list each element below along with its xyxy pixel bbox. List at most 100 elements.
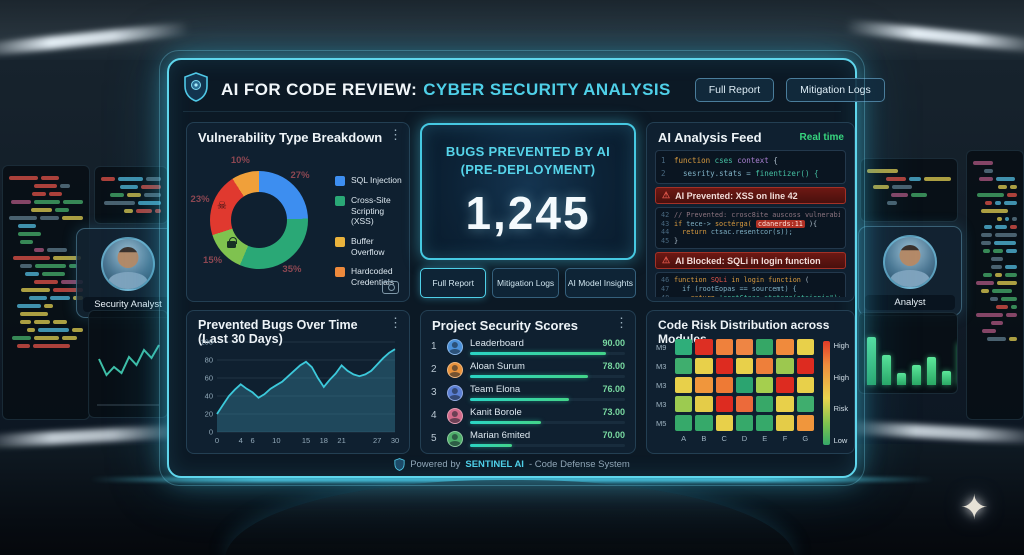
skull-icon: ☠ bbox=[217, 200, 227, 212]
svg-text:6: 6 bbox=[251, 436, 255, 445]
donut-hole bbox=[231, 192, 287, 248]
analyst-label: Security Analyst bbox=[83, 297, 173, 312]
analyst-card: Analyst bbox=[858, 226, 962, 316]
svg-text:27: 27 bbox=[373, 436, 381, 445]
heatmap-cell bbox=[695, 377, 713, 393]
background-code-screen bbox=[860, 158, 958, 222]
score-row: 5 Marian 6mited 70.00 bbox=[431, 430, 625, 447]
card-title: Vulnerability Type Breakdown bbox=[198, 130, 383, 145]
svg-text:10: 10 bbox=[272, 436, 280, 445]
heatmap-cell bbox=[776, 415, 794, 431]
heatmap-cell bbox=[715, 396, 733, 412]
legend-item: SQL Injection bbox=[335, 175, 409, 186]
code-risk-heatmap-card: Code Risk Distribution across Modules M9… bbox=[646, 310, 855, 454]
bugs-prevented-count: 1,245 bbox=[465, 187, 591, 240]
ai-analysis-feed-card: AI Analysis Feed Real time 1 function cse… bbox=[646, 122, 855, 302]
donut-legend: SQL Injection Cross-Site Scripting (XSS) B… bbox=[335, 175, 409, 296]
legend-swatch bbox=[335, 267, 345, 278]
heatmap-cell bbox=[796, 358, 814, 374]
panel-reflection-glow bbox=[90, 477, 934, 482]
panel-footer: Powered by SENTINEL AI - Code Defense Sy… bbox=[169, 458, 855, 471]
legend-item: Buffer Overflow bbox=[335, 236, 409, 257]
card-title: Prevented Bugs Over Time (Last 30 Days) bbox=[198, 318, 358, 346]
card-title: Project Security Scores bbox=[432, 318, 578, 333]
heatmap-cell bbox=[675, 377, 693, 393]
heatmap-cell bbox=[776, 339, 794, 355]
snapshot-camera-icon[interactable] bbox=[382, 281, 399, 294]
menu-dots-icon[interactable]: ⋮ bbox=[389, 315, 402, 330]
background-code-screen bbox=[966, 150, 1024, 420]
heatmap-cell bbox=[756, 377, 774, 393]
ai-model-insights-button[interactable]: AI Model Insights bbox=[564, 268, 637, 298]
heatmap-legend: High High Risk Low bbox=[822, 341, 849, 445]
svg-text:100: 100 bbox=[200, 338, 213, 347]
mitigation-logs-button[interactable]: Mitigation Logs bbox=[786, 77, 885, 102]
legend-swatch bbox=[335, 176, 345, 186]
heatmap-cell bbox=[735, 396, 754, 412]
donut-percent-label: 23% bbox=[190, 193, 210, 205]
svg-text:0: 0 bbox=[209, 428, 213, 437]
ai-alert: ⚠ AI Blocked: SQLi in login function bbox=[655, 252, 846, 270]
code-snippet: 46 function SQLi in login function (47 if… bbox=[655, 272, 846, 297]
svg-text:0: 0 bbox=[215, 436, 219, 445]
shield-footer-icon bbox=[394, 458, 405, 471]
heatmap-cell bbox=[796, 396, 814, 412]
heatmap-cell bbox=[695, 396, 713, 412]
prevented-bugs-trend-card: Prevented Bugs Over Time (Last 30 Days) … bbox=[186, 310, 410, 454]
trend-chart: 0 20 40 60 80 100 0 4 6 10 15 18 21 27 30 bbox=[195, 337, 401, 453]
footer-suffix: - Code Defense System bbox=[528, 459, 630, 470]
background-mini-chart bbox=[88, 310, 168, 418]
code-snippet: 42// Prevented: crosc8ite auscoss vulner… bbox=[655, 207, 846, 250]
heatmap-cell bbox=[756, 415, 774, 431]
bugs-prevented-actions: Full Report Mitigation Logs AI Model Ins… bbox=[420, 268, 637, 298]
bugs-prevented-title: BUGS PREVENTED BY AI (PRE-DEPLOYMENT) bbox=[445, 143, 611, 177]
heatmap-cell bbox=[695, 358, 713, 374]
analyst-avatar bbox=[101, 237, 155, 291]
warning-icon: ⚠ bbox=[662, 190, 671, 200]
full-report-button[interactable]: Full Report bbox=[420, 268, 487, 298]
svg-text:20: 20 bbox=[205, 410, 213, 419]
sparkle-icon: ✦ bbox=[960, 489, 989, 527]
warning-icon: ⚠ bbox=[662, 255, 671, 266]
heatmap-cell bbox=[776, 377, 794, 393]
menu-dots-icon[interactable]: ⋮ bbox=[615, 315, 628, 330]
heatmap-cell bbox=[715, 415, 733, 431]
heatmap-cell bbox=[735, 358, 754, 374]
background-code-screen bbox=[2, 165, 90, 420]
menu-dots-icon[interactable]: ⋮ bbox=[389, 127, 402, 142]
svg-text:21: 21 bbox=[337, 436, 345, 445]
heatmap-cell bbox=[756, 396, 774, 412]
brand-name: SENTINEL AI bbox=[465, 459, 524, 470]
avatar bbox=[447, 338, 463, 355]
legend-item: Cross-Site Scripting (XSS) bbox=[335, 195, 409, 227]
ai-alert: ⚠ AI Prevented: XSS on line 42 bbox=[655, 187, 846, 204]
code-snippet: 1 function cses context {2 sesrity.stats … bbox=[655, 150, 846, 184]
project-security-scores-card: Project Security Scores ⋮ 1 Leaderboard 90… bbox=[420, 310, 636, 454]
heatmap-cell bbox=[675, 339, 693, 355]
shield-logo-icon bbox=[183, 72, 209, 107]
heatmap-grid: M9 M3 M3 M3 M5 A B C D E F G bbox=[656, 339, 814, 443]
svg-text:60: 60 bbox=[205, 374, 213, 383]
card-title: AI Analysis Feed bbox=[658, 130, 762, 145]
panel-header: AI FOR CODE REVIEW: CYBER SECURITY ANALYS… bbox=[183, 68, 885, 112]
donut-percent-label: 15% bbox=[203, 255, 223, 267]
heatmap-cell bbox=[796, 339, 814, 355]
score-rows: 1 Leaderboard 90.00 2 Aloan Surum 78.00 3 Team … bbox=[431, 338, 625, 447]
heatmap-cell bbox=[675, 396, 693, 412]
dashboard-panel: AI FOR CODE REVIEW: CYBER SECURITY ANALYS… bbox=[159, 50, 885, 486]
legend-swatch bbox=[335, 196, 345, 206]
heatmap-cell bbox=[675, 358, 693, 374]
realtime-badge: Real time bbox=[799, 132, 844, 143]
powered-by-text: Powered by bbox=[410, 459, 461, 470]
mitigation-logs-button[interactable]: Mitigation Logs bbox=[492, 268, 559, 298]
avatar bbox=[447, 407, 463, 424]
heatmap-cell bbox=[715, 377, 733, 393]
full-report-button[interactable]: Full Report bbox=[694, 77, 775, 102]
svg-text:40: 40 bbox=[205, 392, 213, 401]
lock-icon bbox=[227, 237, 237, 248]
heatmap-cell bbox=[796, 377, 814, 393]
security-analyst-card: Security Analyst bbox=[76, 228, 180, 318]
heatmap-cell bbox=[695, 415, 713, 431]
donut-percent-label: 35% bbox=[282, 264, 302, 276]
heatmap-cell bbox=[796, 415, 814, 431]
